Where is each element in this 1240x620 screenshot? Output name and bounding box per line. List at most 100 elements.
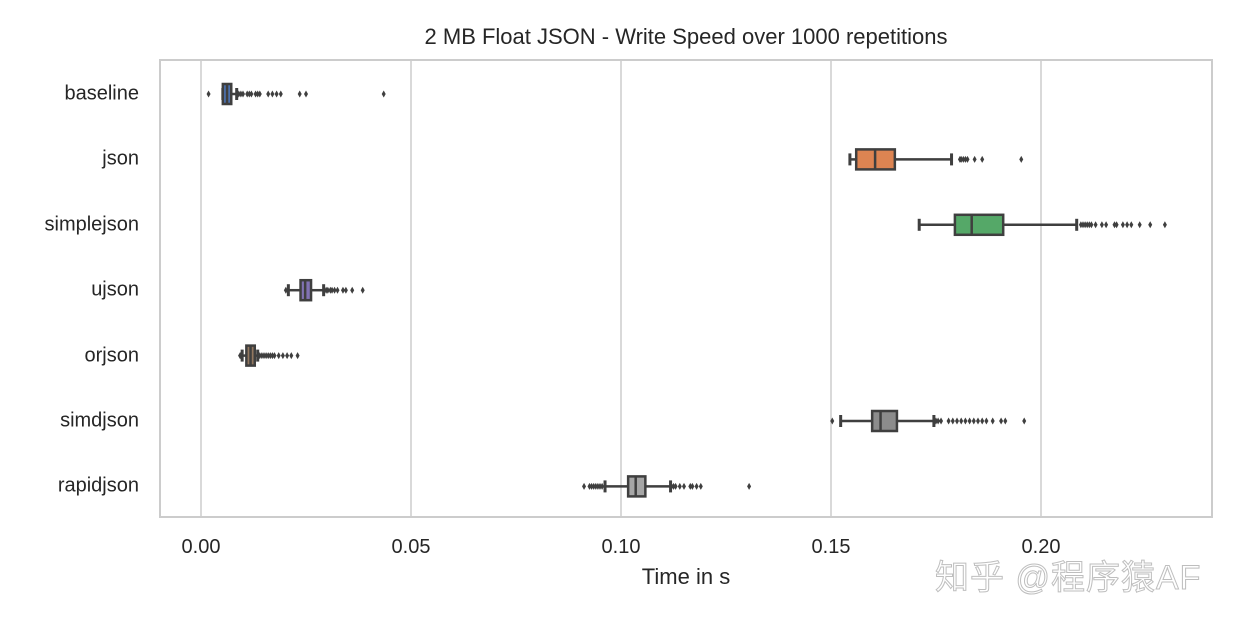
outlier-marker (1114, 221, 1119, 229)
y-tick-label-orjson: orjson (84, 344, 139, 367)
outlier-marker (698, 482, 703, 490)
outlier-marker (350, 286, 355, 294)
outlier-marker (1022, 417, 1027, 425)
outlier-marker (245, 90, 250, 98)
outlier-marker (1019, 155, 1024, 163)
outlier-marker (598, 482, 602, 490)
outlier-marker (1081, 221, 1085, 229)
outlier-marker (295, 352, 300, 360)
outlier-marker (335, 286, 340, 294)
outlier-marker (587, 482, 592, 490)
outlier-marker (257, 352, 262, 360)
outlier-marker (946, 417, 951, 425)
outlier-marker (963, 417, 968, 425)
outlier-marker (270, 352, 275, 360)
outlier-marker (330, 286, 335, 294)
outlier-marker (1112, 221, 1117, 229)
x-axis-label: Time in s (641, 564, 731, 589)
outlier-marker (688, 482, 693, 490)
outlier-marker (1093, 221, 1098, 229)
outlier-marker (1148, 221, 1153, 229)
y-tick-label-simdjson: simdjson (60, 409, 139, 432)
outlier-marker (600, 482, 605, 490)
outlier-marker (593, 482, 598, 490)
outlier-marker (255, 90, 260, 98)
outlier-marker (1125, 221, 1130, 229)
outlier-marker (283, 286, 288, 294)
boxplot-ujson (283, 278, 365, 302)
iqr-box (870, 409, 899, 433)
outlier-marker (274, 90, 279, 98)
y-tick-label-simplejson: simplejson (44, 213, 139, 236)
outlier-marker (589, 482, 594, 490)
outlier-marker (582, 482, 587, 490)
boxplot-rapidjson (582, 475, 752, 498)
x-tick-label: 0.05 (391, 536, 431, 558)
outlier-marker (332, 286, 337, 294)
boxplot-json (848, 148, 1024, 171)
outlier-marker (959, 155, 964, 163)
outlier-marker (1003, 417, 1008, 425)
outlier-marker (591, 482, 596, 490)
outlier-marker (690, 482, 695, 490)
outlier-marker (238, 90, 243, 98)
outlier-marker (206, 90, 211, 98)
outlier-marker (999, 417, 1004, 425)
boxplot-simplejson (917, 213, 1167, 237)
outlier-marker (278, 90, 283, 98)
outlier-marker (285, 352, 290, 360)
y-tick-label-ujson: ujson (91, 278, 139, 301)
outlier-marker (971, 417, 976, 425)
outlier-marker (247, 90, 252, 98)
outlier-marker (1087, 221, 1092, 229)
outlier-marker (669, 482, 674, 490)
y-tick-label-rapidjson: rapidjson (57, 474, 139, 497)
outlier-marker (304, 90, 308, 98)
outlier-marker (980, 155, 985, 163)
x-tick-label: 0.00 (181, 536, 221, 558)
outlier-marker (266, 352, 271, 360)
outlier-marker (950, 417, 955, 425)
outlier-marker (694, 482, 699, 490)
outlier-marker (297, 90, 302, 98)
outlier-marker (1129, 221, 1134, 229)
outlier-marker (381, 90, 386, 98)
outlier-marker (280, 352, 285, 360)
outlier-marker (1104, 221, 1109, 229)
outlier-marker (360, 286, 365, 294)
outlier-marker (990, 417, 995, 425)
outlier-marker (830, 417, 835, 425)
x-tick-label: 0.15 (811, 536, 851, 558)
outlier-marker (1078, 221, 1083, 229)
outlier-marker (961, 155, 966, 163)
outlier-marker (241, 90, 245, 98)
outlier-marker (673, 482, 678, 490)
outlier-marker (934, 417, 938, 425)
outlier-marker (325, 286, 330, 294)
outlier-marker (682, 482, 686, 490)
outlier-marker (266, 90, 271, 98)
chart-title: 2 MB Float JSON - Write Speed over 1000 … (424, 24, 948, 49)
outlier-marker (936, 417, 941, 425)
outlier-marker (270, 90, 275, 98)
outlier-marker (1083, 221, 1088, 229)
outlier-marker (671, 482, 676, 490)
outlier-marker (965, 155, 970, 163)
outlier-marker (340, 286, 345, 294)
outlier-marker (276, 352, 281, 360)
outlier-marker (268, 352, 273, 360)
outlier-marker (972, 155, 977, 163)
outlier-marker (249, 90, 254, 98)
outlier-marker (955, 417, 959, 425)
outlier-marker (1099, 221, 1104, 229)
outlier-marker (1137, 221, 1142, 229)
outlier-marker (238, 352, 243, 360)
outlier-marker (257, 90, 262, 98)
outlier-marker (1089, 221, 1094, 229)
x-tick-label: 0.10 (601, 536, 641, 558)
outlier-marker (264, 352, 269, 360)
outlier-marker (1120, 221, 1125, 229)
outlier-marker (984, 417, 989, 425)
outlier-marker (1162, 221, 1167, 229)
